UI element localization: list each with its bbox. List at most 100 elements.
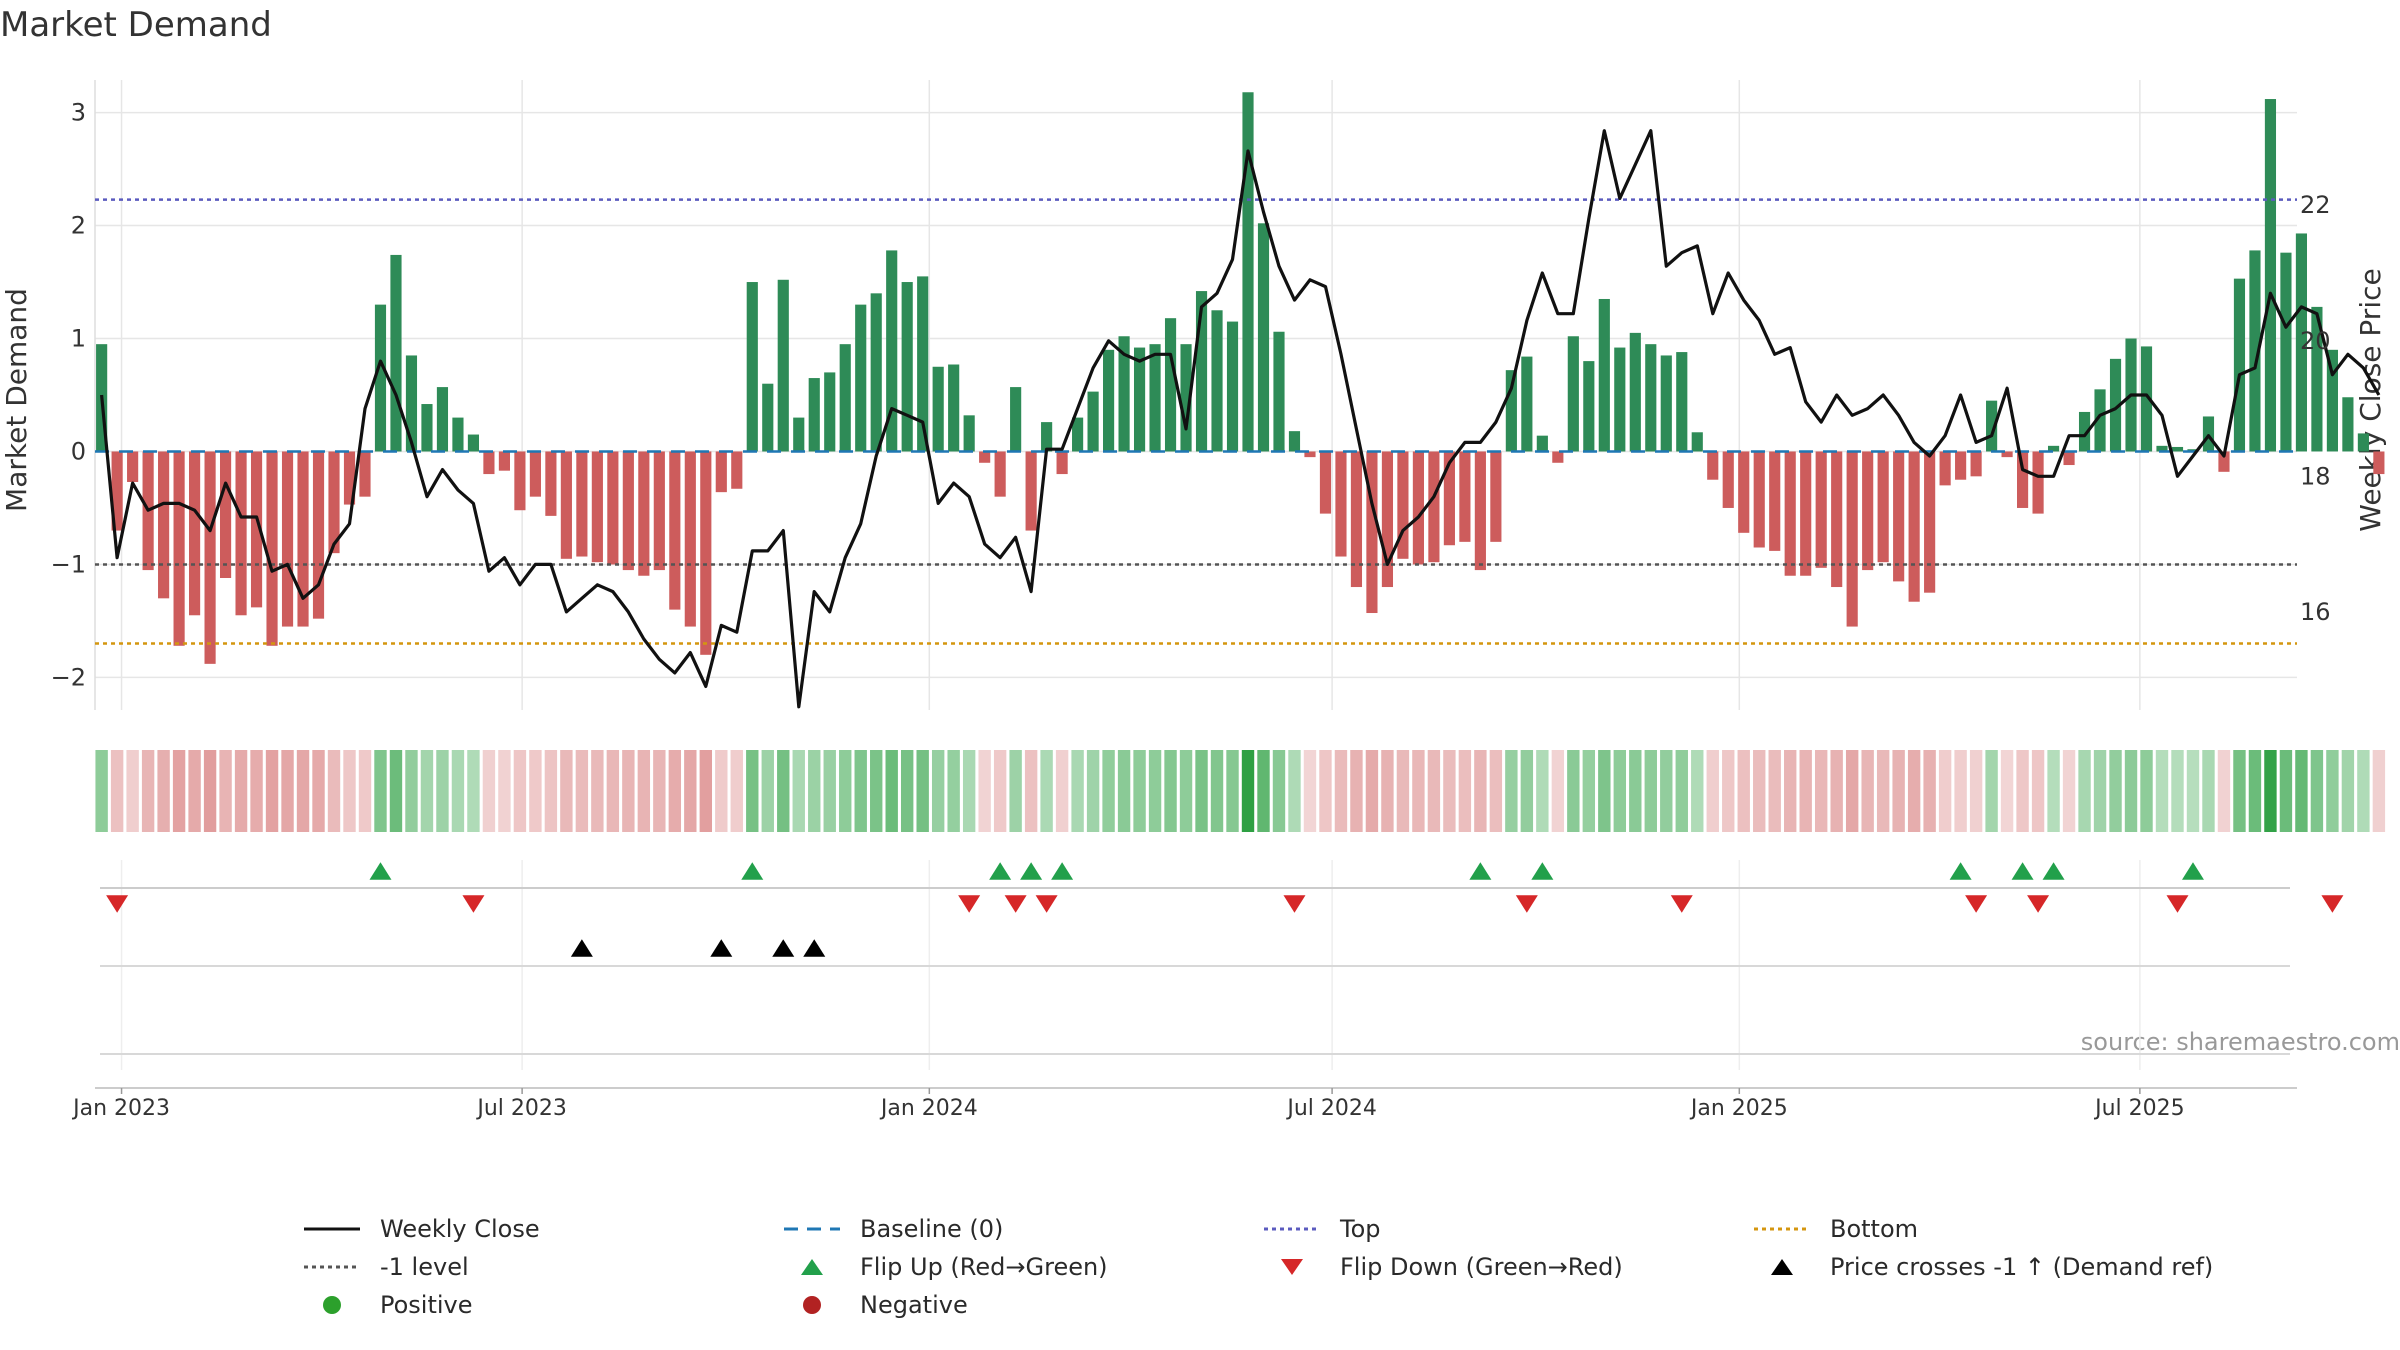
flip-down-marker (1670, 895, 1693, 913)
legend: Weekly Close Baseline (0) Top Bottom -1 leve… (300, 1210, 2250, 1330)
heat-cell (2310, 750, 2324, 832)
demand-bar (839, 344, 851, 452)
demand-bar (1428, 451, 1440, 563)
heat-cell (2124, 750, 2138, 832)
demand-bar (1862, 451, 1874, 571)
legend-marker (323, 1296, 341, 1314)
demand-bar (1319, 451, 1332, 514)
heat-cell (1722, 750, 1735, 832)
left-tick-label: −1 (51, 550, 86, 578)
demand-bar (1660, 355, 1672, 452)
demand-bar (1164, 318, 1177, 452)
heat-cell (1102, 750, 1115, 832)
heat-cell (962, 750, 976, 832)
heat-cell (1505, 750, 1518, 832)
heat-cell (2155, 750, 2169, 832)
heat-cell (1350, 750, 1363, 832)
demand-bar (2032, 451, 2044, 514)
price-cross-marker (710, 939, 733, 957)
demand-bar (545, 451, 557, 516)
heat-cell (312, 750, 325, 832)
legend-symbol-icon (784, 1227, 840, 1231)
heat-cell (2109, 750, 2122, 832)
heat-cell (792, 750, 805, 832)
flip-up-marker (1051, 862, 1074, 880)
heat-cell (1985, 750, 1998, 832)
heat-cell (2233, 750, 2246, 832)
heat-cell (1892, 750, 1905, 832)
heat-cell (374, 750, 387, 832)
demand-bar (312, 451, 325, 619)
price-cross-marker (803, 939, 826, 957)
demand-bar (266, 451, 278, 646)
price-cross-marker (570, 939, 593, 957)
legend-marker (803, 1296, 821, 1314)
right-tick-label: 18 (2300, 462, 2331, 490)
demand-bar (281, 451, 294, 627)
demand-bar (2001, 451, 2013, 458)
demand-bar (1986, 400, 1998, 452)
heat-cell (1288, 750, 1301, 832)
demand-bar (1072, 417, 1084, 452)
heat-cell (2264, 750, 2277, 832)
heat-cell (2357, 750, 2370, 832)
heat-cell (234, 750, 248, 832)
legend-symbol-icon (1771, 1259, 1793, 1275)
demand-bar (653, 451, 665, 571)
heat-cell (761, 750, 774, 832)
demand-bar (1893, 451, 1905, 582)
demand-bar (2295, 233, 2308, 452)
legend-marker (1771, 1259, 1793, 1275)
demand-bar (1598, 298, 1610, 452)
heat-cell (1272, 750, 1286, 832)
demand-bar (1397, 451, 1409, 559)
legend-item: Positive (300, 1286, 473, 1324)
heat-cell (1148, 750, 1162, 832)
demand-bar (1753, 451, 1765, 548)
demand-bar (731, 451, 743, 489)
heat-cell (1024, 750, 1038, 832)
heat-cell (529, 750, 542, 832)
heat-cell (2341, 750, 2355, 832)
heat-cell (110, 750, 124, 832)
legend-label: Price crosses -1 ↑ (Demand ref) (1830, 1253, 2214, 1281)
heat-cell (513, 750, 527, 832)
demand-bar (715, 451, 727, 493)
legend-label: Negative (860, 1291, 968, 1319)
heat-cell (2016, 750, 2029, 832)
left-tick-label: 0 (71, 437, 86, 465)
legend-marker (801, 1259, 823, 1275)
demand-bar (1226, 321, 1239, 452)
right-axis-label: Weekly Close Price (2354, 268, 2387, 531)
demand-bar (1288, 431, 1301, 452)
demand-bar (1691, 432, 1703, 452)
heat-cell (1644, 750, 1657, 832)
heat-cell (157, 750, 170, 832)
flip-up-marker (2181, 862, 2204, 880)
demand-bar (1056, 451, 1068, 475)
legend-label: -1 level (380, 1253, 469, 1281)
left-tick-label: 3 (71, 99, 86, 127)
demand-bar (1010, 387, 1022, 452)
heat-cell (327, 750, 341, 832)
heat-cell (1009, 750, 1022, 832)
heat-cell (2093, 750, 2107, 832)
legend-item: Weekly Close (300, 1210, 540, 1248)
flip-down-marker (2321, 895, 2344, 913)
heat-cell (1551, 750, 1565, 832)
demand-bar (1939, 451, 1951, 486)
demand-bar (2373, 451, 2385, 475)
heat-cell (1675, 750, 1688, 832)
demand-bar (1041, 422, 1053, 452)
heat-cell (823, 750, 836, 832)
demand-bar (2109, 358, 2122, 452)
heat-cell (2000, 750, 2014, 832)
flip-down-marker (2166, 895, 2189, 913)
weekly-close-line (100, 129, 2381, 709)
demand-bar (576, 451, 588, 557)
flip-down-marker (462, 895, 485, 913)
heat-cell (1396, 750, 1410, 832)
heat-cell (1055, 750, 1069, 832)
x-tick-label: Jan 2023 (71, 1096, 170, 1121)
legend-symbol-icon (803, 1296, 821, 1314)
